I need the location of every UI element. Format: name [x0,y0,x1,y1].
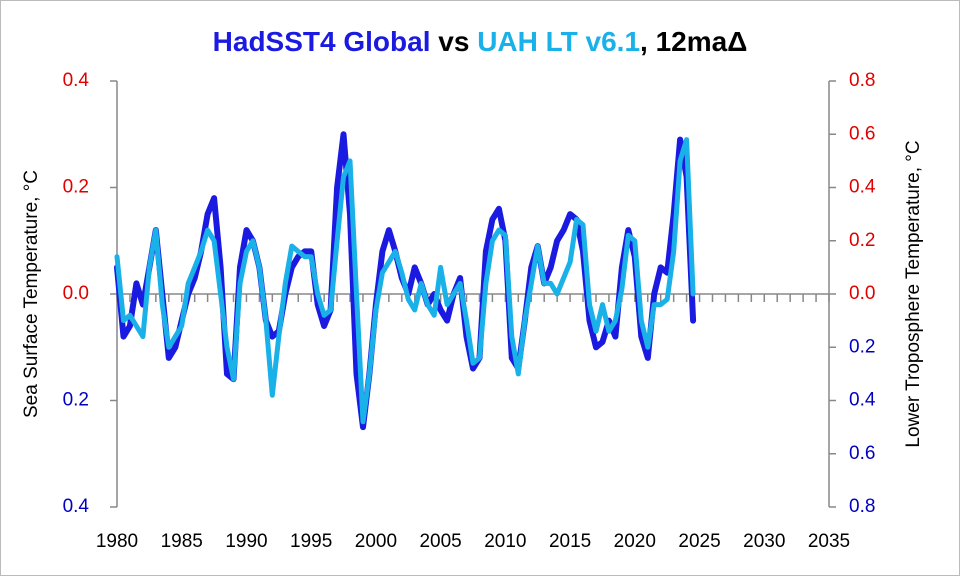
y2-tick-label: 0.4 [849,390,876,411]
x-tick-label: 1995 [290,531,332,552]
x-tick-label: 2035 [808,531,850,552]
title-part: HadSST4 Global [213,26,431,57]
x-tick-label: 2025 [678,531,720,552]
chart-title: HadSST4 Global vs UAH LT v6.1, 12maΔ [213,26,748,57]
x-tick-label: 2010 [484,531,526,552]
y2-tick-label: 0.4 [849,177,876,198]
x-tick-label: 2000 [355,531,397,552]
y2-tick-label: 0.2 [849,336,875,357]
x-tick-label: 1990 [225,531,267,552]
title-part: UAH LT v6.1 [477,26,640,57]
y-tick-label: 0.4 [63,70,90,91]
y2-tick-label: 0.8 [849,496,875,517]
y-tick-label: 0.4 [63,496,90,517]
y2-tick-label: 0.0 [849,283,875,304]
x-tick-label: 2005 [419,531,461,552]
title-part: vs [430,26,477,57]
y2-tick-label: 0.6 [849,443,875,464]
title-part: , 12maΔ [640,26,747,57]
series-line [114,137,696,425]
y2-tick-label: 0.6 [849,123,875,144]
x-tick-label: 2020 [614,531,656,552]
x-tick-label: 1985 [161,531,203,552]
y-tick-label: 0.2 [63,177,89,198]
x-tick-label: 2030 [743,531,785,552]
y-tick-label: 0.2 [63,390,89,411]
y2-tick-label: 0.8 [849,70,875,91]
x-tick-label: 2015 [549,531,591,552]
y2-axis-title: Lower Troposphere Temperature, °C [903,140,924,447]
y2-tick-label: 0.2 [849,230,875,251]
y-axis-title: Sea Surface Temperature, °C [21,170,42,418]
x-tick-label: 1980 [96,531,138,552]
y-tick-label: 0.0 [63,283,89,304]
